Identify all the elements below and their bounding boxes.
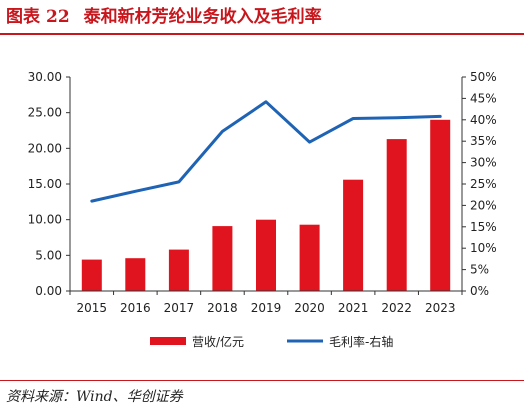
y-right-tick-label: 20% (470, 198, 497, 212)
legend: 营收/亿元 毛利率-右轴 (150, 334, 393, 349)
legend-bar-swatch (150, 337, 186, 345)
bar-2015 (81, 259, 102, 291)
x-tick-label: 2017 (164, 301, 195, 315)
bar-2019 (256, 219, 276, 291)
bar-2016 (125, 258, 146, 291)
x-tick-label: 2020 (294, 301, 325, 315)
axes (66, 76, 466, 295)
y-right-tick-label: 5% (470, 263, 489, 277)
bar-2017 (168, 249, 189, 291)
y-right-tick-label: 40% (470, 113, 497, 127)
y-left-tick-label: 30.00 (28, 70, 62, 84)
bar-2021 (343, 179, 364, 291)
combo-chart: 0.00 5.00 10.00 15.00 20.00 25.00 30.00 0% 5% 10%… (28, 70, 497, 349)
x-tick-label: 2016 (120, 301, 151, 315)
figure-title: 图表 22 泰和新材芳纶业务收入及毛利率 (6, 4, 322, 30)
y-right-tick-label: 50% (470, 70, 497, 84)
y-right-tick-label: 30% (470, 156, 497, 170)
y-left-tick-label: 25.00 (28, 106, 62, 120)
x-tick-label: 2022 (381, 301, 412, 315)
y-right-tick-label: 10% (470, 241, 497, 255)
tick-labels: 0.00 5.00 10.00 15.00 20.00 25.00 30.00 0% 5% 10%… (28, 70, 497, 315)
y-right-tick-label: 0% (470, 284, 489, 298)
legend-line-label: 毛利率-右轴 (329, 334, 393, 349)
title-rule (0, 33, 524, 35)
y-right-tick-label: 25% (470, 177, 497, 191)
x-tick-label: 2023 (425, 301, 456, 315)
legend-bar-label: 营收/亿元 (192, 334, 244, 349)
bar-series (81, 119, 451, 291)
figure-label: 图表 (6, 7, 40, 27)
x-tick-label: 2018 (207, 301, 238, 315)
bar-2020 (299, 224, 320, 291)
y-right-tick-label: 45% (470, 91, 497, 105)
bar-2018 (212, 226, 233, 291)
bar-2022 (386, 139, 407, 291)
x-tick-label: 2021 (338, 301, 369, 315)
y-left-tick-label: 0.00 (35, 284, 62, 298)
figure-title-text: 泰和新材芳纶业务收入及毛利率 (83, 7, 322, 27)
figure-number: 22 (46, 7, 70, 27)
y-right-tick-label: 35% (470, 134, 497, 148)
y-left-tick-label: 15.00 (28, 177, 62, 191)
source-rule (0, 380, 524, 381)
gross-margin-line (90, 100, 442, 203)
line-series (90, 100, 442, 203)
bar-2023 (430, 119, 451, 291)
source-note: 资料来源：Wind、华创证券 (6, 389, 183, 405)
x-tick-label: 2015 (77, 301, 108, 315)
y-left-tick-label: 5.00 (35, 248, 62, 262)
y-left-tick-label: 10.00 (28, 213, 62, 227)
y-right-tick-label: 15% (470, 220, 497, 234)
y-left-tick-label: 20.00 (28, 141, 62, 155)
x-tick-label: 2019 (251, 301, 282, 315)
